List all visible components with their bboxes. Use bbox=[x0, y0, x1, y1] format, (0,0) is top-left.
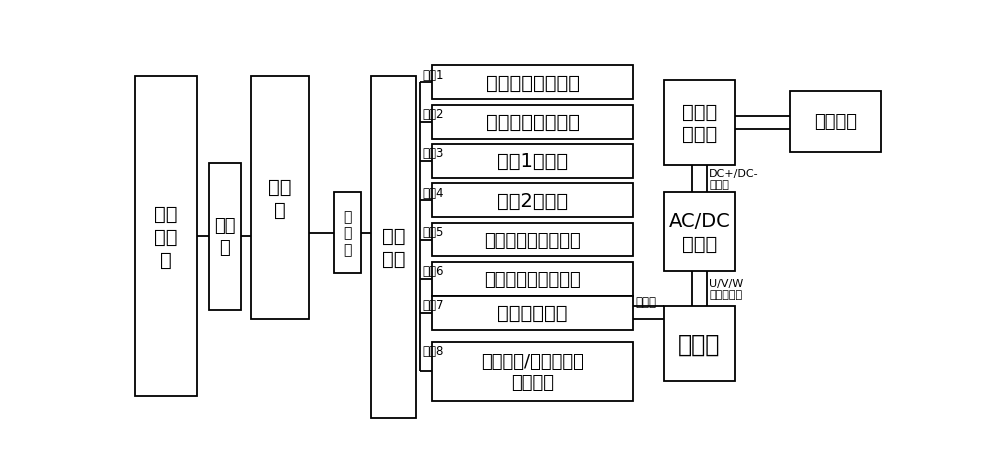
Bar bbox=[432, 145, 633, 178]
Bar bbox=[209, 163, 241, 310]
Bar bbox=[371, 77, 416, 418]
Text: 主
油
路: 主 油 路 bbox=[344, 209, 352, 257]
Text: U/V/W
三相交流电: U/V/W 三相交流电 bbox=[709, 278, 744, 300]
Text: 柴油
发动
机: 柴油 发动 机 bbox=[154, 205, 178, 269]
Bar bbox=[251, 77, 309, 319]
Bar bbox=[432, 106, 633, 139]
Text: 摇臂2液压缸: 摇臂2液压缸 bbox=[497, 191, 568, 210]
Text: 油路6: 油路6 bbox=[423, 265, 444, 278]
Bar bbox=[432, 223, 633, 257]
Bar bbox=[432, 296, 633, 330]
Text: 油路8: 油路8 bbox=[423, 345, 444, 357]
Text: 液压
泵: 液压 泵 bbox=[268, 178, 291, 219]
Text: 履带驱动液压马达: 履带驱动液压马达 bbox=[486, 74, 580, 93]
Bar bbox=[664, 193, 735, 271]
Bar bbox=[432, 184, 633, 218]
Text: 液压
系统: 液压 系统 bbox=[382, 227, 406, 268]
Text: 传动轴: 传动轴 bbox=[636, 296, 657, 308]
Text: 电磁吸盘: 电磁吸盘 bbox=[814, 113, 857, 131]
Bar bbox=[432, 342, 633, 401]
Text: 发电机: 发电机 bbox=[678, 332, 720, 356]
Bar bbox=[432, 66, 633, 100]
Text: 油路1: 油路1 bbox=[423, 69, 444, 81]
Bar bbox=[664, 307, 735, 381]
Text: 破拆机头冲击液压缸: 破拆机头冲击液压缸 bbox=[484, 270, 581, 288]
Bar bbox=[334, 193, 361, 273]
Bar bbox=[664, 81, 735, 165]
Text: 破拆机头/电磁铁切换
液压马达: 破拆机头/电磁铁切换 液压马达 bbox=[481, 352, 584, 391]
Text: DC+/DC-
直流电: DC+/DC- 直流电 bbox=[709, 168, 759, 190]
Text: 电磁铁
控制器: 电磁铁 控制器 bbox=[682, 102, 717, 144]
Text: 油路5: 油路5 bbox=[423, 225, 444, 238]
Text: AC/DC
整流桥: AC/DC 整流桥 bbox=[668, 211, 730, 253]
Text: 转盘驱动液压马达: 转盘驱动液压马达 bbox=[486, 113, 580, 132]
Text: 油路3: 油路3 bbox=[423, 147, 444, 160]
Text: 摇臂1液压缸: 摇臂1液压缸 bbox=[497, 152, 568, 171]
Bar bbox=[790, 92, 881, 152]
Text: 发电液压马达: 发电液压马达 bbox=[497, 304, 568, 322]
Text: 油路2: 油路2 bbox=[423, 108, 444, 121]
Bar bbox=[135, 77, 197, 396]
Text: 油路7: 油路7 bbox=[423, 298, 444, 311]
Text: 破拆机头摆动液压缸: 破拆机头摆动液压缸 bbox=[484, 231, 581, 249]
Text: 传动
轴: 传动 轴 bbox=[214, 217, 236, 257]
Bar bbox=[432, 262, 633, 296]
Text: 油路4: 油路4 bbox=[423, 186, 444, 199]
